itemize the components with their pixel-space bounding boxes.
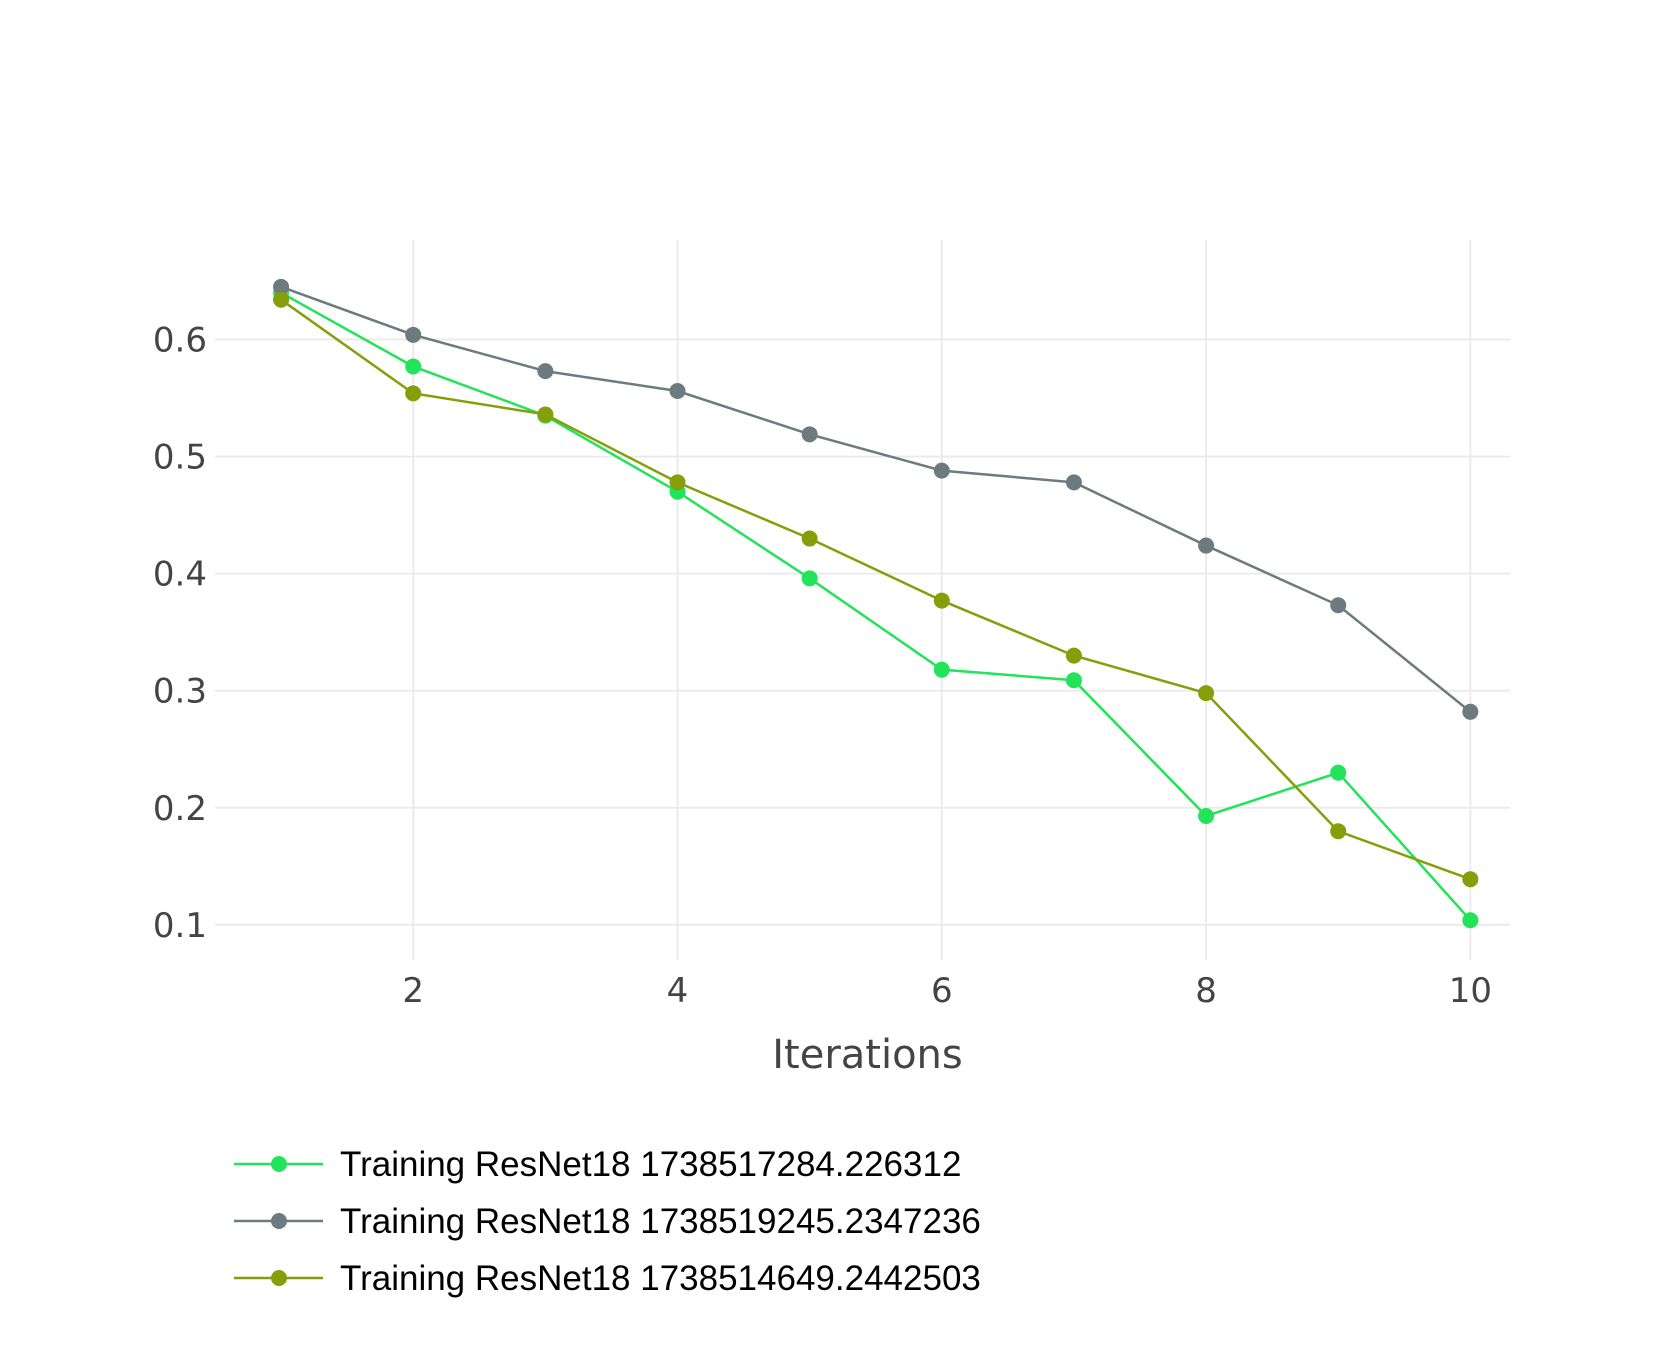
legend-marker — [271, 1156, 287, 1172]
data-point[interactable] — [933, 661, 950, 678]
data-point[interactable] — [1462, 871, 1479, 888]
data-point[interactable] — [801, 530, 818, 547]
data-point[interactable] — [1330, 764, 1347, 781]
data-point[interactable] — [1198, 808, 1215, 824]
data-point[interactable] — [1462, 912, 1479, 929]
y-tick-label: 0.6 — [153, 321, 207, 361]
legend-item[interactable]: Training ResNet18 1738519245.2347236 — [234, 1202, 981, 1241]
data-point[interactable] — [405, 385, 422, 402]
data-point[interactable] — [1330, 823, 1347, 840]
data-point[interactable] — [1198, 537, 1215, 554]
legend-marker — [271, 1270, 287, 1286]
data-point[interactable] — [1065, 672, 1082, 689]
series-line — [280, 285, 1472, 713]
y-axis-ticks: 0.1 0.2 0.3 0.4 0.5 0.6 — [153, 321, 207, 946]
data-point[interactable] — [1198, 685, 1215, 702]
data-point[interactable] — [933, 462, 950, 479]
series-group — [273, 278, 1479, 929]
data-point[interactable] — [669, 474, 686, 491]
series-1 — [273, 284, 1479, 929]
data-point[interactable] — [933, 592, 950, 609]
x-axis-title: Iterations — [772, 1032, 963, 1078]
legend-label: Training ResNet18 1738514649.2442503 — [340, 1259, 981, 1298]
x-tick-label: 8 — [1195, 971, 1217, 1011]
legend[interactable]: Training ResNet18 1738517284.226312 Train… — [234, 1145, 981, 1298]
data-point[interactable] — [1065, 474, 1082, 491]
series-line — [280, 291, 1472, 922]
data-point[interactable] — [669, 383, 686, 400]
grid-lines — [215, 240, 1510, 960]
data-point[interactable] — [273, 278, 290, 295]
data-point[interactable] — [537, 406, 554, 423]
y-tick-label: 0.5 — [153, 438, 207, 478]
data-point[interactable] — [405, 358, 422, 375]
legend-label: Training ResNet18 1738517284.226312 — [340, 1145, 961, 1184]
data-point[interactable] — [801, 426, 818, 443]
x-tick-label: 2 — [402, 971, 424, 1011]
legend-item[interactable]: Training ResNet18 1738514649.2442503 — [234, 1259, 981, 1298]
x-tick-label: 6 — [931, 971, 953, 1011]
legend-item[interactable]: Training ResNet18 1738517284.226312 — [234, 1145, 961, 1184]
y-tick-label: 0.3 — [153, 672, 207, 712]
x-tick-label: 10 — [1449, 971, 1492, 1011]
series-3 — [273, 291, 1479, 888]
data-point[interactable] — [537, 363, 554, 380]
x-tick-label: 4 — [667, 971, 689, 1011]
legend-label: Training ResNet18 1738519245.2347236 — [340, 1202, 981, 1241]
data-point[interactable] — [273, 291, 290, 308]
data-point[interactable] — [1065, 647, 1082, 664]
x-axis-ticks: 2 4 6 8 10 — [402, 971, 1492, 1011]
series-line — [280, 298, 1471, 881]
data-point[interactable] — [405, 326, 422, 343]
y-tick-label: 0.2 — [153, 789, 207, 829]
data-point[interactable] — [1330, 597, 1347, 614]
legend-marker — [271, 1213, 287, 1229]
series-2 — [273, 278, 1479, 720]
data-point[interactable] — [1462, 703, 1479, 720]
data-point[interactable] — [801, 570, 818, 587]
y-tick-label: 0.1 — [153, 906, 207, 946]
y-tick-label: 0.4 — [153, 555, 207, 595]
